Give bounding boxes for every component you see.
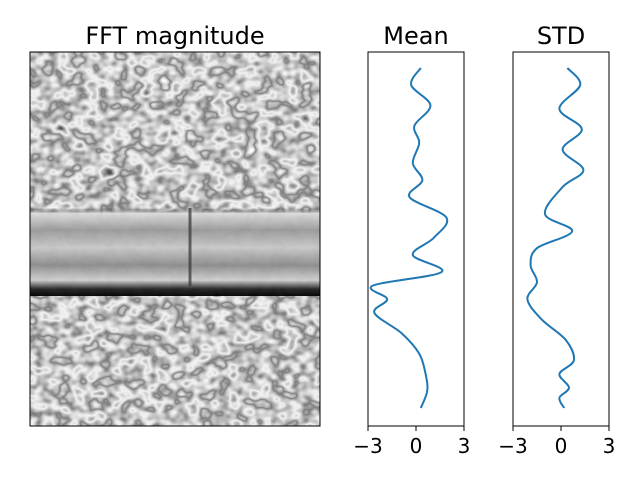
mean-panel: Mean −3 0 3 — [353, 22, 470, 458]
std-tick-label: 0 — [555, 434, 568, 458]
mean-tick-label: −3 — [353, 434, 382, 458]
std-tick-label: −3 — [498, 434, 527, 458]
mean-axes-frame — [368, 52, 464, 426]
mean-series-line — [371, 68, 448, 408]
std-x-ticks: −3 0 3 — [498, 426, 615, 458]
mean-x-ticks: −3 0 3 — [353, 426, 470, 458]
mean-tick-label: 3 — [458, 434, 471, 458]
std-panel: STD −3 0 3 — [498, 22, 615, 458]
std-title: STD — [537, 22, 585, 50]
fft-heatmap-image — [30, 52, 320, 426]
fft-magnitude-panel: FFT magnitude — [30, 22, 320, 426]
mean-title: Mean — [383, 22, 448, 50]
std-tick-label: 3 — [603, 434, 616, 458]
fft-magnitude-title: FFT magnitude — [85, 22, 264, 50]
mean-tick-label: 0 — [410, 434, 423, 458]
std-series-line — [527, 68, 583, 408]
